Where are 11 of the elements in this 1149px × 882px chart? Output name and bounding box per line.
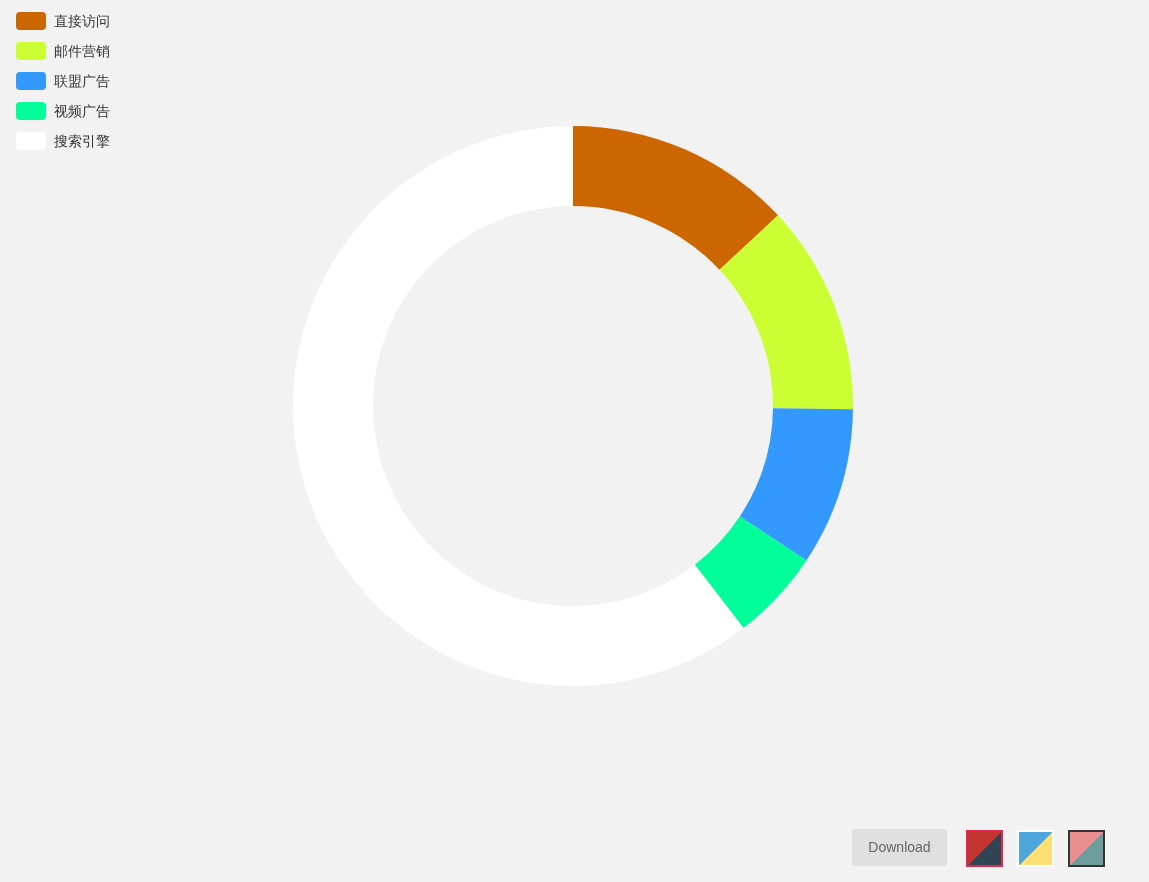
legend-label: 联盟广告 [54, 73, 110, 89]
download-button: Download [852, 829, 947, 866]
legend-label: 搜索引擎 [54, 133, 110, 149]
donut-slice [739, 408, 853, 561]
donut-slice [573, 126, 779, 270]
donut-slice [719, 215, 853, 410]
legend-label: 邮件营销 [54, 43, 110, 59]
legend-label: 视频广告 [54, 103, 110, 119]
donut-slice [694, 516, 807, 629]
donut-slice [293, 126, 744, 686]
legend-label: 直接访问 [54, 13, 110, 29]
